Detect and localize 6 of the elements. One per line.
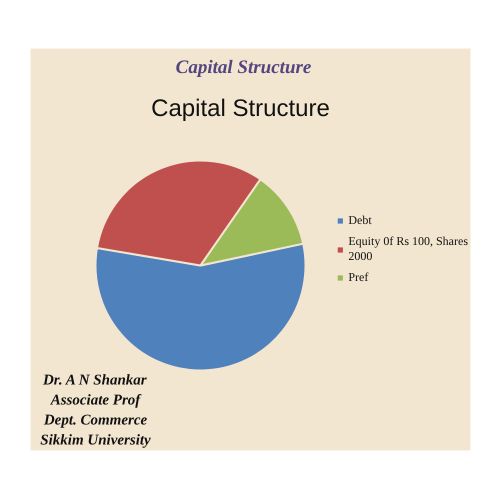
text: Dr. A N Shankar Associate Prof Dept. Commerce Sikkim University xyxy=(40,372,152,448)
chart-title: Capital Structure xyxy=(176,57,312,78)
legend-label: Debt xyxy=(348,213,372,228)
legend-label: Equity 0f Rs 100, Shares 2000 xyxy=(348,234,468,264)
legend-label: Pref xyxy=(348,270,368,285)
text: Capital Structure xyxy=(151,95,330,122)
